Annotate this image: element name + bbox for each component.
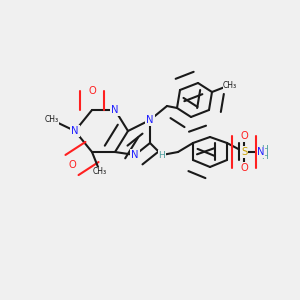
Text: O: O bbox=[240, 163, 248, 173]
Text: O: O bbox=[88, 86, 96, 96]
Text: CH₃: CH₃ bbox=[45, 116, 59, 124]
Text: N: N bbox=[146, 115, 154, 125]
Text: CH₃: CH₃ bbox=[93, 167, 107, 176]
Text: CH₃: CH₃ bbox=[223, 80, 237, 89]
Text: H: H bbox=[159, 151, 165, 160]
Text: O: O bbox=[68, 160, 76, 170]
Text: O: O bbox=[240, 131, 248, 141]
Text: N: N bbox=[111, 105, 119, 115]
Text: N: N bbox=[257, 147, 265, 157]
Text: S: S bbox=[241, 147, 247, 157]
Text: N: N bbox=[131, 150, 139, 160]
Text: H: H bbox=[261, 145, 268, 154]
Text: H: H bbox=[261, 152, 268, 161]
Text: N: N bbox=[71, 126, 79, 136]
